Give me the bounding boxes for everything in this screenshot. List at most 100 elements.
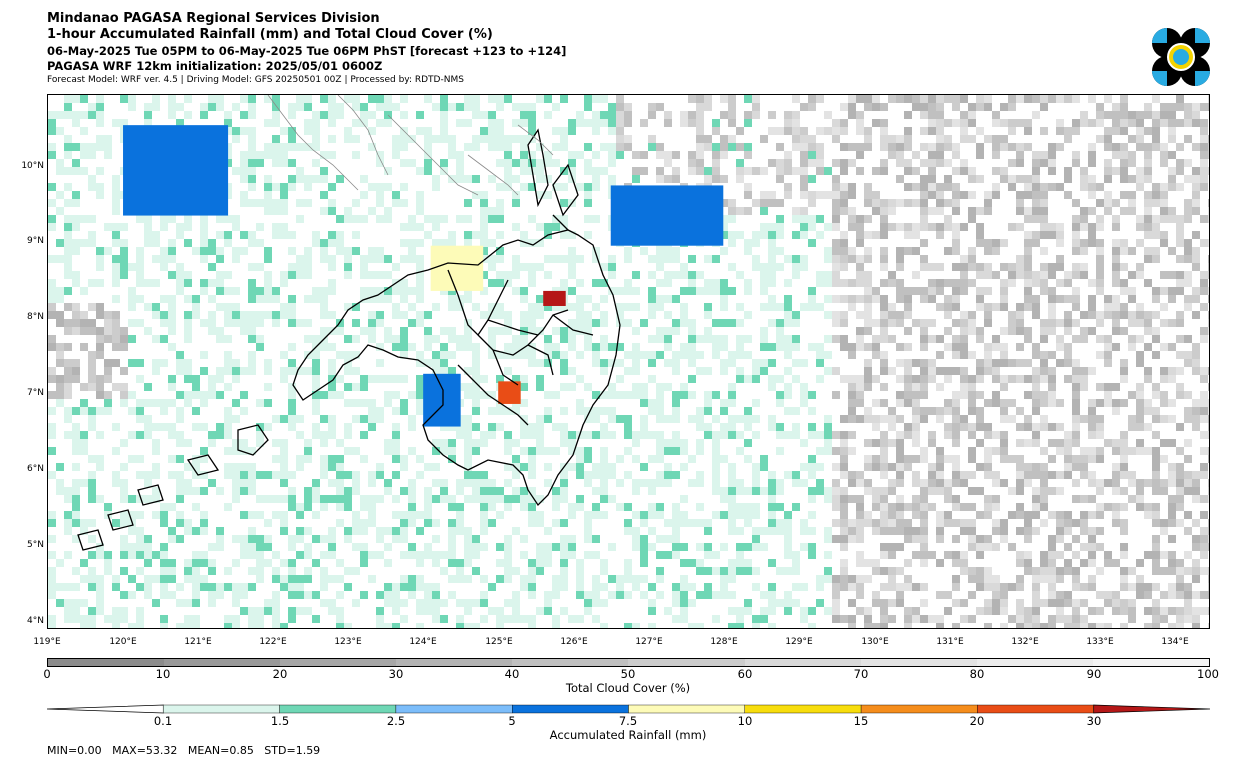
map-cell bbox=[960, 559, 968, 567]
map-cell bbox=[352, 103, 360, 111]
map-cell bbox=[704, 543, 712, 551]
map-cell bbox=[464, 343, 472, 351]
map-cell bbox=[368, 95, 376, 103]
cloud-bin bbox=[396, 659, 513, 666]
map-cell bbox=[120, 463, 128, 471]
map-cell bbox=[384, 391, 392, 399]
map-cell bbox=[200, 367, 208, 375]
map-cell bbox=[216, 423, 224, 431]
map-cell bbox=[424, 231, 432, 239]
map-cell bbox=[880, 447, 888, 455]
map-cell bbox=[784, 351, 792, 359]
map-cell bbox=[120, 95, 128, 103]
map-cell bbox=[216, 487, 224, 495]
map-cell bbox=[440, 95, 448, 103]
map-cell bbox=[1192, 615, 1200, 623]
rain-area bbox=[430, 245, 484, 291]
map-cell bbox=[536, 359, 544, 367]
map-cell bbox=[544, 335, 552, 343]
map-cell bbox=[1088, 303, 1096, 311]
map-cell bbox=[1000, 119, 1008, 127]
map-cell bbox=[752, 431, 760, 439]
map-cell bbox=[200, 319, 208, 327]
map-cell bbox=[120, 439, 128, 447]
map-cell bbox=[504, 447, 512, 455]
map-cell bbox=[72, 191, 80, 199]
map-cell bbox=[336, 591, 344, 599]
map-cell bbox=[824, 271, 832, 279]
map-cell bbox=[1072, 383, 1080, 391]
map-cell bbox=[1072, 583, 1080, 591]
map-cell bbox=[64, 135, 72, 143]
map-cell bbox=[1128, 295, 1136, 303]
map-cell bbox=[368, 295, 376, 303]
map-cell bbox=[992, 151, 1000, 159]
map-cell bbox=[1168, 215, 1176, 223]
map-cell bbox=[1000, 431, 1008, 439]
map-cell bbox=[80, 407, 88, 415]
map-cell bbox=[120, 239, 128, 247]
map-cell bbox=[784, 511, 792, 519]
map-cell bbox=[760, 335, 768, 343]
map-cell bbox=[880, 551, 888, 559]
map-cell bbox=[480, 111, 488, 119]
map-cell bbox=[784, 303, 792, 311]
map-cell bbox=[464, 447, 472, 455]
map-cell bbox=[648, 311, 656, 319]
map-cell bbox=[920, 159, 928, 167]
map-cell bbox=[536, 175, 544, 183]
map-cell bbox=[792, 335, 800, 343]
map-cell bbox=[656, 439, 664, 447]
map-cell bbox=[432, 615, 440, 623]
map-cell bbox=[432, 583, 440, 591]
map-cell bbox=[1128, 159, 1136, 167]
map-cell bbox=[816, 279, 824, 287]
map-cell bbox=[264, 543, 272, 551]
map-cell bbox=[896, 223, 904, 231]
map-cell bbox=[1120, 367, 1128, 375]
map-cell bbox=[472, 423, 480, 431]
map-cell bbox=[672, 271, 680, 279]
map-cell bbox=[232, 463, 240, 471]
map-cell bbox=[328, 607, 336, 615]
map-cell bbox=[1184, 407, 1192, 415]
map-cell bbox=[1080, 367, 1088, 375]
map-cell bbox=[1200, 511, 1208, 519]
map-cell bbox=[456, 519, 464, 527]
map-cell bbox=[1176, 503, 1184, 511]
map-cell bbox=[1160, 615, 1168, 623]
map-cell bbox=[768, 503, 776, 511]
map-cell bbox=[944, 399, 952, 407]
map-cell bbox=[1072, 335, 1080, 343]
map-cell bbox=[968, 255, 976, 263]
map-cell bbox=[536, 295, 544, 303]
map-cell bbox=[720, 455, 728, 463]
map-cell bbox=[168, 319, 176, 327]
map-cell bbox=[120, 247, 128, 255]
map-cell bbox=[1048, 399, 1056, 407]
map-cell bbox=[64, 519, 72, 527]
map-cell bbox=[432, 303, 440, 311]
map-cell bbox=[1008, 319, 1016, 327]
map-cell bbox=[1048, 551, 1056, 559]
map-cell bbox=[1096, 455, 1104, 463]
map-cell bbox=[576, 399, 584, 407]
map-cell bbox=[952, 239, 960, 247]
map-cell bbox=[248, 511, 256, 519]
map-cell bbox=[1136, 503, 1144, 511]
map-cell bbox=[648, 255, 656, 263]
map-cell bbox=[368, 479, 376, 487]
map-cell bbox=[1040, 559, 1048, 567]
map-cell bbox=[136, 495, 144, 503]
map-cell bbox=[88, 495, 96, 503]
map-cell bbox=[880, 295, 888, 303]
map-cell bbox=[992, 591, 1000, 599]
map-cell bbox=[1024, 535, 1032, 543]
map-cell bbox=[864, 295, 872, 303]
map-cell bbox=[744, 167, 752, 175]
map-cell bbox=[736, 559, 744, 567]
map-cell bbox=[1176, 231, 1184, 239]
map-cell bbox=[56, 391, 64, 399]
map-cell bbox=[248, 103, 256, 111]
map-cell bbox=[376, 311, 384, 319]
